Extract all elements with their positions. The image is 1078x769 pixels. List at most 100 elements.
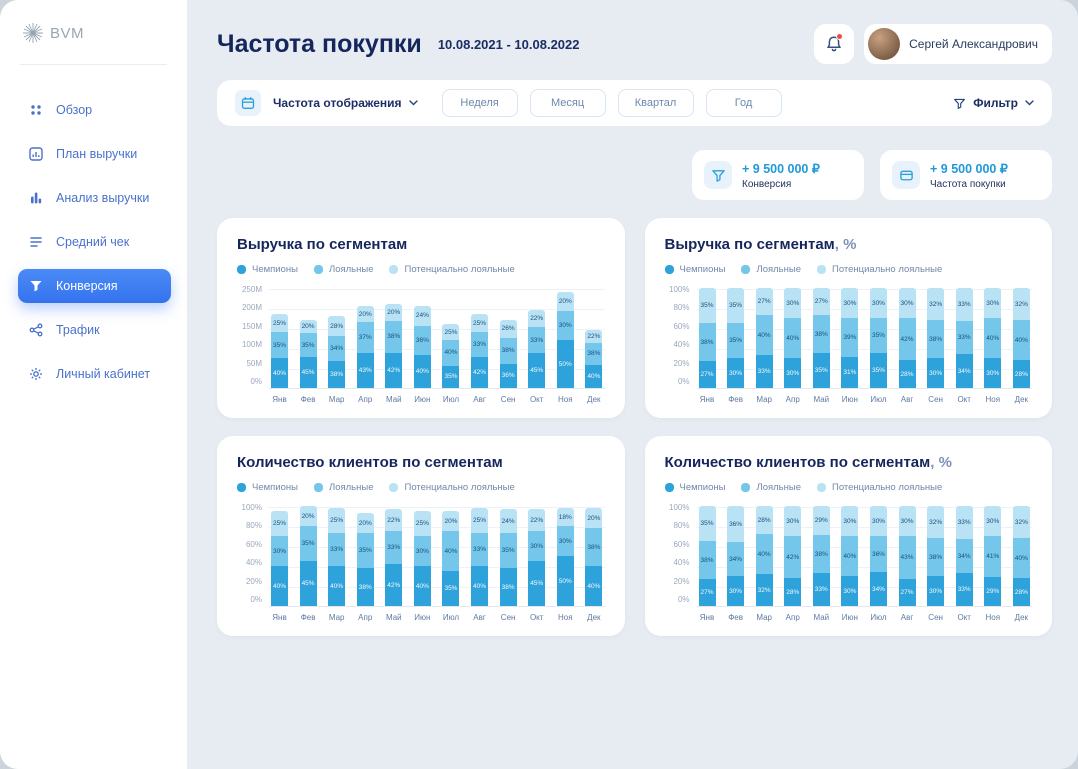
bar-Янв: 25% 35% 40% <box>271 314 288 388</box>
sidebar-item-average-check[interactable]: Средний чек <box>18 225 171 259</box>
chart-legend: Чемпионы Лояльные Потенциально лояльные <box>664 482 1033 493</box>
bar-segment: 20% <box>356 306 374 323</box>
bar-Янв: 35% 38% 27% <box>698 288 716 388</box>
bar-Апр: 20% 37% 43% <box>356 306 374 388</box>
display-frequency-dropdown[interactable]: Частота отображения <box>273 96 418 110</box>
bar-segment: 30% <box>841 288 859 318</box>
bar-segment: 40% <box>471 566 489 606</box>
legend-dot <box>664 483 674 492</box>
sidebar-item-conversion[interactable]: Конверсия <box>18 269 171 303</box>
bar-segment: 40% <box>271 566 288 606</box>
stat-value: + 9 500 000 ₽ <box>742 161 820 176</box>
bar-segment: 42% <box>898 318 916 360</box>
filter-dropdown[interactable]: Фильтр <box>953 96 1034 110</box>
bar-Фев: 20% 35% 45% <box>299 319 317 388</box>
y-tick: 40% <box>245 558 262 568</box>
bar-segment: 38% <box>328 360 346 388</box>
bar-segment: 45% <box>528 561 546 606</box>
bar-segment: 40% <box>413 566 431 606</box>
bar-segment: 35% <box>869 318 887 353</box>
bar-segment: 43% <box>356 352 374 388</box>
notifications-button[interactable] <box>814 24 855 64</box>
bar-segment: 30% <box>727 358 745 388</box>
bar-segment: 40% <box>585 364 603 388</box>
bar-Июн: 30% 40% 30% <box>841 506 859 606</box>
bar-segment: 35% <box>727 288 745 323</box>
user-menu[interactable]: Сергей Александрович <box>864 24 1052 64</box>
y-tick: 100% <box>669 503 690 512</box>
bar-segment: 34% <box>727 542 745 576</box>
sidebar-item-traffic[interactable]: Трафик <box>18 313 171 347</box>
bar-Сен: 24% 35% 38% <box>499 509 517 606</box>
bar-Фев: 35% 35% 30% <box>727 288 745 388</box>
bar-segment: 35% <box>698 288 716 323</box>
bar-segment: 42% <box>385 564 403 606</box>
legend-dot <box>741 265 751 274</box>
bar-Авг: 25% 33% 40% <box>471 508 489 606</box>
toolbar: Частота отображения Неделя Месяц Квартал… <box>217 80 1052 126</box>
bar-Мар: 28% 40% 32% <box>755 506 773 606</box>
period-year-button[interactable]: Год <box>705 89 782 117</box>
x-tick: Ноя <box>985 395 1001 404</box>
bar-segment: 32% <box>1012 506 1030 538</box>
stat-label: Конверсия <box>742 178 792 190</box>
bar-segment: 33% <box>471 332 489 357</box>
sidebar-item-revenue-analysis[interactable]: Анализ выручки <box>18 181 171 215</box>
bar-segment: 29% <box>812 506 830 535</box>
y-tick: 80% <box>245 521 262 531</box>
main-content: Частота покупки 10.08.2021 - 10.08.2022 … <box>187 0 1078 769</box>
bar-Апр: 30% 40% 30% <box>784 288 802 388</box>
chart-card-clients-by-segments-percent: Количество клиентов по сегментам, % Чемп… <box>644 436 1052 636</box>
legend-dot <box>313 483 323 492</box>
legend-item: Лояльные <box>741 264 801 275</box>
y-tick: 40% <box>673 558 690 568</box>
x-tick: Ноя <box>558 395 573 404</box>
bar-segment: 27% <box>698 361 716 388</box>
bar-segment: 27% <box>898 579 916 606</box>
bar-segment: 30% <box>898 506 916 536</box>
y-tick: 0% <box>250 594 262 604</box>
bar-segment: 50% <box>556 556 574 606</box>
receipt-icon <box>28 234 44 250</box>
x-tick: Янв <box>699 395 715 404</box>
bar-segment: 42% <box>385 352 403 388</box>
bar-Мар: 28% 34% 38% <box>328 316 346 388</box>
y-tick: 40% <box>673 340 690 350</box>
stat-value: + 9 500 000 ₽ <box>930 161 1008 176</box>
y-tick: 60% <box>673 539 690 549</box>
sidebar-item-overview[interactable]: Обзор <box>18 93 171 127</box>
bar-segment: 30% <box>984 506 1002 536</box>
period-week-button[interactable]: Неделя <box>441 89 518 117</box>
filter-funnel-icon <box>953 97 966 110</box>
bar-Мар: 25% 33% 40% <box>328 508 346 606</box>
bar-segment: 42% <box>471 356 489 388</box>
bar-Дек: 22% 38% 40% <box>585 330 603 388</box>
legend-item: Лояльные <box>741 482 801 493</box>
bar-segment: 30% <box>784 358 802 388</box>
legend-label: Лояльные <box>328 264 374 275</box>
x-tick: Апр <box>785 395 800 404</box>
x-tick: Сен <box>500 395 516 404</box>
legend-item: Потенциально лояльные <box>816 264 942 275</box>
x-tick: Дек <box>587 613 601 622</box>
x-tick: Окт <box>957 613 971 622</box>
bar-segment: 38% <box>499 337 517 364</box>
grid-icon <box>28 102 44 118</box>
bar-segment: 38% <box>385 320 403 353</box>
page-header: Частота покупки 10.08.2021 - 10.08.2022 … <box>217 24 1052 64</box>
period-month-button[interactable]: Месяц <box>529 89 606 117</box>
bar-segment: 29% <box>984 577 1002 606</box>
sidebar-item-account[interactable]: Личный кабинет <box>18 357 171 391</box>
chart-legend: Чемпионы Лояльные Потенциально лояльные <box>237 482 605 493</box>
legend-dot <box>389 483 399 492</box>
period-quarter-button[interactable]: Квартал <box>617 89 694 117</box>
sidebar-item-revenue-plan[interactable]: План выручки <box>18 137 171 171</box>
bar-segment: 40% <box>442 340 460 366</box>
bar-Дек: 32% 40% 28% <box>1012 506 1030 606</box>
page-title: Частота покупки <box>217 29 422 58</box>
bar-Авг: 30% 43% 27% <box>898 506 916 606</box>
x-tick: Апр <box>358 395 373 404</box>
sidebar-item-label: Анализ выручки <box>56 191 150 205</box>
y-tick: 250M <box>241 285 262 294</box>
